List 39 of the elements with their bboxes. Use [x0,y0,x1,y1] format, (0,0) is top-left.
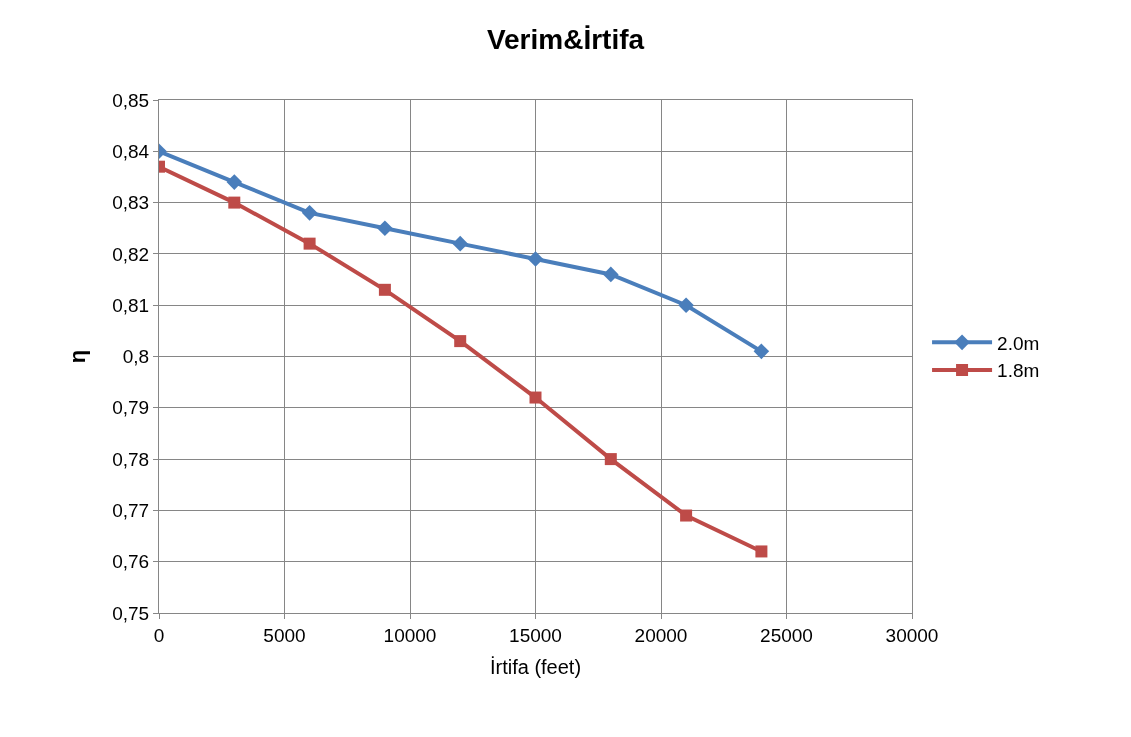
legend-label: 1.8m [997,360,1040,382]
point [529,391,542,404]
x-tick-label: 10000 [383,624,437,646]
y-tick-label: 0,79 [112,397,150,419]
x-tick-label: 25000 [760,624,813,646]
point [301,205,318,221]
y-tick-label: 0,81 [112,294,150,316]
x-tick-label: 0 [153,624,165,646]
y-tick-label: 0,84 [112,140,150,162]
x-tick-label: 30000 [885,624,939,646]
point [755,545,768,558]
y-tick-label: 0,83 [112,192,150,214]
point [603,266,619,283]
y-tick-label: 0,8 [122,346,150,368]
point [228,196,241,209]
y-tick-label: 0,75 [112,602,150,624]
x-tick-label: 15000 [509,624,562,646]
legend-label: 2.0m [997,332,1040,354]
x-tick-label: 20000 [634,624,688,646]
y-tick-label: 0,78 [112,448,150,470]
point [226,174,243,190]
y-axis-title: η [65,349,91,364]
y-tick-label: 0,82 [112,243,150,265]
y-tick-label: 0,85 [112,89,150,111]
y-tick-label: 0,76 [112,551,150,573]
point [378,283,391,296]
x-tick-label: 5000 [263,624,306,646]
x-axis-title: İrtifa (feet) [489,656,582,679]
point [753,343,770,360]
point [303,237,316,250]
point [452,235,468,252]
point [527,251,544,267]
y-tick-label: 0,77 [112,500,150,522]
point [604,453,617,466]
point [454,335,467,348]
point [377,220,393,237]
chart-title: Verim&İrtifa [486,24,645,56]
point [678,297,694,313]
point [680,509,693,522]
